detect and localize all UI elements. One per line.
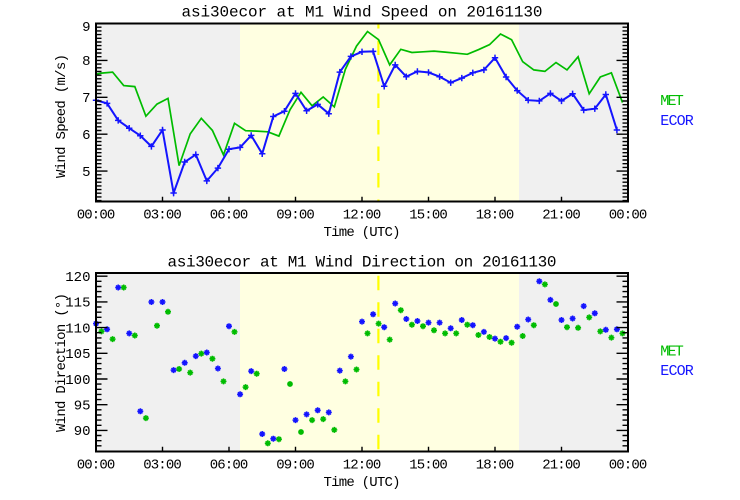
svg-text:15:00: 15:00 bbox=[409, 458, 448, 474]
svg-text:21:00: 21:00 bbox=[542, 208, 581, 224]
svg-text:ECOR: ECOR bbox=[660, 113, 694, 130]
svg-text:00:00: 00:00 bbox=[609, 458, 648, 474]
svg-text:00:00: 00:00 bbox=[77, 208, 116, 224]
svg-text:90: 90 bbox=[74, 424, 91, 440]
svg-text:03:00: 03:00 bbox=[143, 458, 182, 474]
svg-text:120: 120 bbox=[65, 270, 90, 286]
svg-text:6: 6 bbox=[82, 128, 90, 144]
svg-text:00:00: 00:00 bbox=[609, 208, 648, 224]
svg-text:Wind Speed (m/s): Wind Speed (m/s) bbox=[54, 54, 70, 178]
svg-text:asi30ecor at M1 Wind Speed on: asi30ecor at M1 Wind Speed on 20161130 bbox=[182, 4, 543, 22]
svg-text:06:00: 06:00 bbox=[210, 458, 249, 474]
svg-text:MET: MET bbox=[660, 343, 684, 360]
svg-text:03:00: 03:00 bbox=[143, 208, 182, 224]
svg-text:5: 5 bbox=[82, 165, 90, 181]
svg-text:9: 9 bbox=[82, 20, 90, 36]
svg-text:18:00: 18:00 bbox=[476, 208, 515, 224]
svg-text:8: 8 bbox=[82, 54, 90, 70]
svg-text:110: 110 bbox=[65, 321, 90, 337]
svg-text:09:00: 09:00 bbox=[276, 208, 315, 224]
svg-text:100: 100 bbox=[65, 373, 90, 389]
svg-text:00:00: 00:00 bbox=[77, 458, 116, 474]
svg-text:12:00: 12:00 bbox=[343, 458, 382, 474]
svg-text:Wind Direction (°): Wind Direction (°) bbox=[54, 293, 70, 432]
svg-text:115: 115 bbox=[65, 296, 90, 312]
svg-text:ECOR: ECOR bbox=[660, 363, 694, 380]
svg-text:7: 7 bbox=[82, 91, 90, 107]
svg-text:12:00: 12:00 bbox=[343, 208, 382, 224]
svg-text:95: 95 bbox=[74, 399, 91, 415]
svg-text:MET: MET bbox=[660, 93, 684, 110]
svg-text:105: 105 bbox=[65, 347, 90, 363]
svg-text:09:00: 09:00 bbox=[276, 458, 315, 474]
svg-text:asi30ecor at M1 Wind Direction: asi30ecor at M1 Wind Direction on 201611… bbox=[168, 254, 557, 272]
svg-text:15:00: 15:00 bbox=[409, 208, 448, 224]
svg-text:Time (UTC): Time (UTC) bbox=[324, 475, 401, 491]
svg-text:Time (UTC): Time (UTC) bbox=[324, 225, 401, 241]
svg-text:06:00: 06:00 bbox=[210, 208, 249, 224]
svg-text:18:00: 18:00 bbox=[476, 458, 515, 474]
svg-text:21:00: 21:00 bbox=[542, 458, 581, 474]
